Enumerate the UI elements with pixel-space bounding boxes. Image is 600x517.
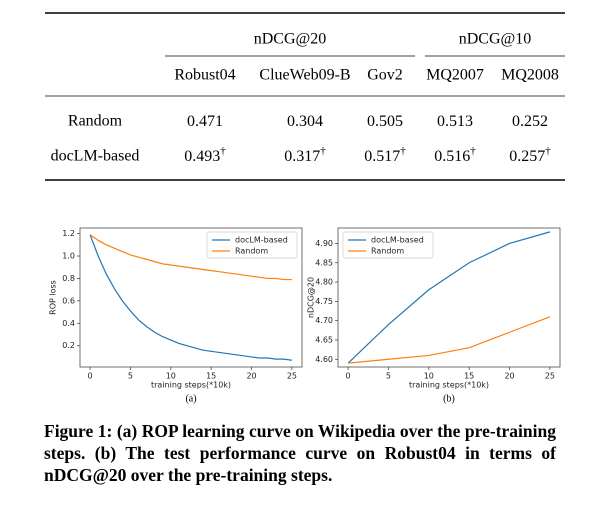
legend-label: Random [235,247,268,256]
significance-mark: † [220,145,226,157]
group-header: nDCG@10 [459,31,532,48]
significance-mark: † [400,145,406,157]
x-tick-label: 5 [128,372,133,381]
cell: 0.517† [364,145,406,165]
data-line [89,234,292,361]
cell-value: 0.257 [509,148,545,165]
cell: 0.471 [187,113,223,130]
x-tick-label: 5 [386,372,391,381]
cell: 0.317† [284,145,326,165]
x-axis-label: training steps(*10k) [151,381,231,390]
x-tick-label: 15 [464,372,474,381]
y-tick-label: 1.2 [62,229,75,238]
row-label: Random [68,113,123,130]
x-tick-label: 0 [88,372,93,381]
x-tick-label: 15 [206,372,216,381]
cell-value: 0.516 [434,148,470,165]
data-line [89,234,292,281]
significance-mark: † [545,145,551,157]
cell-value: 0.493 [184,148,220,165]
significance-mark: † [320,145,326,157]
subfigure-label: (b) [443,393,455,404]
y-tick-label: 4.75 [315,297,333,306]
cell: 0.516† [434,145,476,165]
x-tick-label: 20 [504,372,514,381]
cell-value: 0.252 [512,113,548,130]
column-header: MQ2008 [501,67,559,84]
y-tick-label: 4.60 [315,355,333,364]
subfigure-label: (a) [185,393,196,404]
column-header: ClueWeb09-B [259,67,350,84]
data-line [348,316,551,364]
y-tick-label: 0.2 [62,341,75,350]
legend-label: Random [371,247,404,256]
y-tick-label: 4.85 [315,258,333,267]
y-tick-label: 0.4 [62,319,75,328]
cell-value: 0.317 [284,148,320,165]
cell: 0.257† [509,145,551,165]
x-tick-label: 20 [246,372,256,381]
cell: 0.505 [367,113,403,130]
plot-frame [79,227,303,368]
cell: 0.252 [512,113,548,130]
x-tick-label: 25 [545,372,555,381]
y-axis-label: ROP loss [49,280,58,315]
y-tick-label: 1.0 [62,252,75,261]
y-tick-label: 4.65 [315,335,333,344]
x-tick-label: 25 [287,372,297,381]
cell-value: 0.505 [367,113,403,130]
legend-label: docLM-based [371,236,424,245]
x-tick-label: 0 [346,372,351,381]
cell: 0.304 [287,113,323,130]
x-tick-label: 10 [424,372,434,381]
x-tick-label: 10 [166,372,176,381]
significance-mark: † [470,145,476,157]
y-axis-label: nDCG@20 [307,277,316,318]
legend-label: docLM-based [235,236,288,245]
x-axis-label: training steps(*10k) [409,381,489,390]
y-tick-label: 4.70 [315,316,333,325]
y-tick-label: 0.6 [62,296,75,305]
cell-value: 0.471 [187,113,223,130]
cell-value: 0.513 [437,113,473,130]
cell: 0.493† [184,145,226,165]
y-tick-label: 0.8 [62,274,75,283]
cell-value: 0.517 [364,148,400,165]
group-header: nDCG@20 [254,31,327,48]
y-tick-label: 4.90 [315,239,333,248]
column-header: MQ2007 [426,67,484,84]
column-header: Robust04 [174,67,235,84]
column-header: Gov2 [367,67,403,84]
row-label: docLM-based [51,148,140,165]
plot-frame [337,227,561,368]
data-line [347,231,551,364]
cell: 0.513 [437,113,473,130]
figure-caption: Figure 1: (a) ROP learning curve on Wiki… [44,421,556,485]
cell-value: 0.304 [287,113,323,130]
y-tick-label: 4.80 [315,278,333,287]
